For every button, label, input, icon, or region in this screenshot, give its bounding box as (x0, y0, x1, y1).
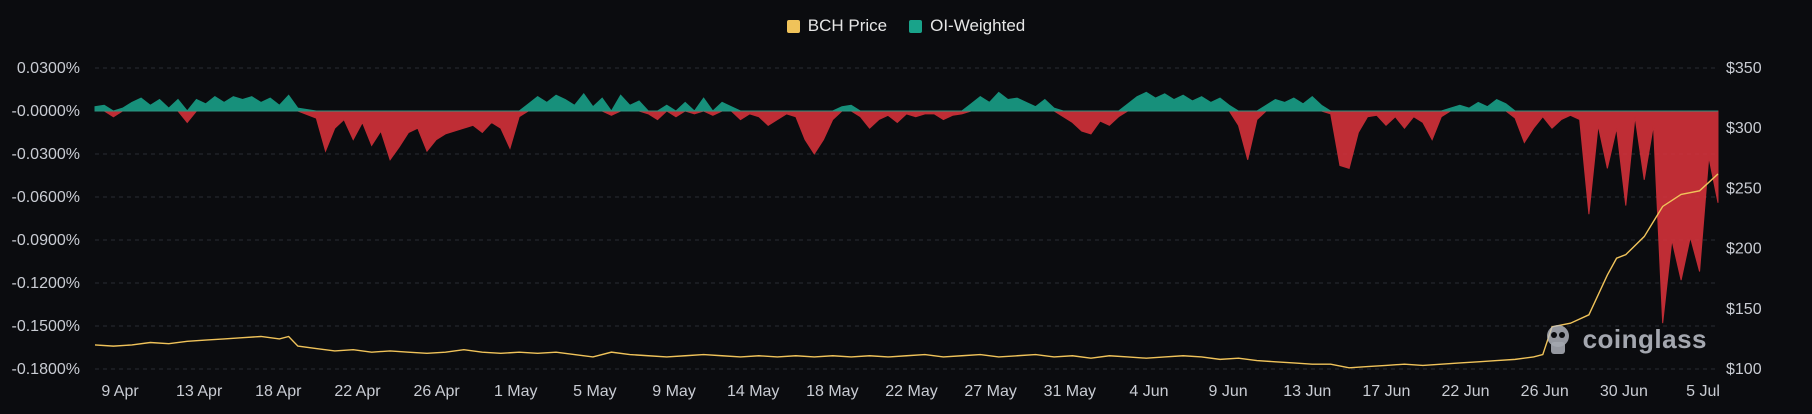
legend-label-bch-price: BCH Price (807, 16, 888, 35)
x-tick-label: 5 Jul (1686, 383, 1720, 400)
y-left-tick-label: -0.1200% (12, 275, 81, 292)
x-tick-label: 9 May (652, 383, 696, 400)
x-tick-label: 27 May (964, 383, 1016, 400)
y-left-tick-label: -0.0900% (12, 232, 81, 249)
x-tick-label: 5 May (573, 383, 617, 400)
y-right-tick-label: $250 (1726, 180, 1762, 197)
x-tick-label: 17 Jun (1362, 383, 1410, 400)
x-tick-label: 13 Jun (1283, 383, 1331, 400)
x-tick-label: 1 May (494, 383, 538, 400)
legend-item-oi-weighted[interactable]: OI-Weighted (909, 16, 1025, 36)
x-tick-label: 22 Jun (1442, 383, 1490, 400)
y-right-tick-label: $200 (1726, 241, 1762, 258)
x-tick-label: 18 Apr (255, 383, 302, 400)
y-left-tick-label: -0.1500% (12, 318, 81, 335)
oi-weighted-positive-area (94, 91, 1718, 112)
x-tick-label: 31 May (1044, 383, 1096, 400)
x-tick-label: 18 May (806, 383, 858, 400)
x-tick-label: 26 Apr (413, 383, 460, 400)
x-tick-label: 14 May (727, 383, 779, 400)
y-right-tick-label: $350 (1726, 60, 1762, 77)
x-tick-label: 9 Apr (101, 383, 139, 400)
x-tick-label: 22 Apr (334, 383, 381, 400)
y-left-tick-label: -0.0600% (12, 189, 81, 206)
bch-price-line (94, 173, 1719, 369)
legend: BCH Price OI-Weighted (0, 16, 1812, 36)
y-left-tick-label: -0.0300% (12, 146, 81, 163)
y-right-tick-label: $300 (1726, 120, 1762, 137)
y-left-tick-label: -0.0000% (12, 103, 81, 120)
x-tick-label: 30 Jun (1600, 383, 1648, 400)
bch-price-swatch (786, 19, 800, 33)
x-tick-label: 4 Jun (1129, 383, 1168, 400)
x-tick-label: 9 Jun (1209, 383, 1248, 400)
y-right-tick-label: $100 (1726, 361, 1762, 378)
coinglass-logo-icon (1546, 325, 1569, 354)
legend-label-oi-weighted: OI-Weighted (930, 16, 1026, 35)
x-tick-label: 26 Jun (1521, 383, 1569, 400)
y-left-tick-label: 0.0300% (17, 60, 80, 77)
legend-item-bch-price[interactable]: BCH Price (786, 16, 888, 36)
x-tick-label: 13 Apr (176, 383, 223, 400)
watermark-text: coinglass (1582, 323, 1707, 354)
oi-weighted-swatch (909, 19, 923, 33)
y-right-tick-label: $150 (1726, 301, 1762, 318)
x-tick-label: 22 May (885, 383, 937, 400)
oi-weighted-negative-area (95, 110, 1719, 324)
y-left-tick-label: -0.1800% (12, 361, 81, 378)
watermark: coinglass (1541, 322, 1707, 356)
